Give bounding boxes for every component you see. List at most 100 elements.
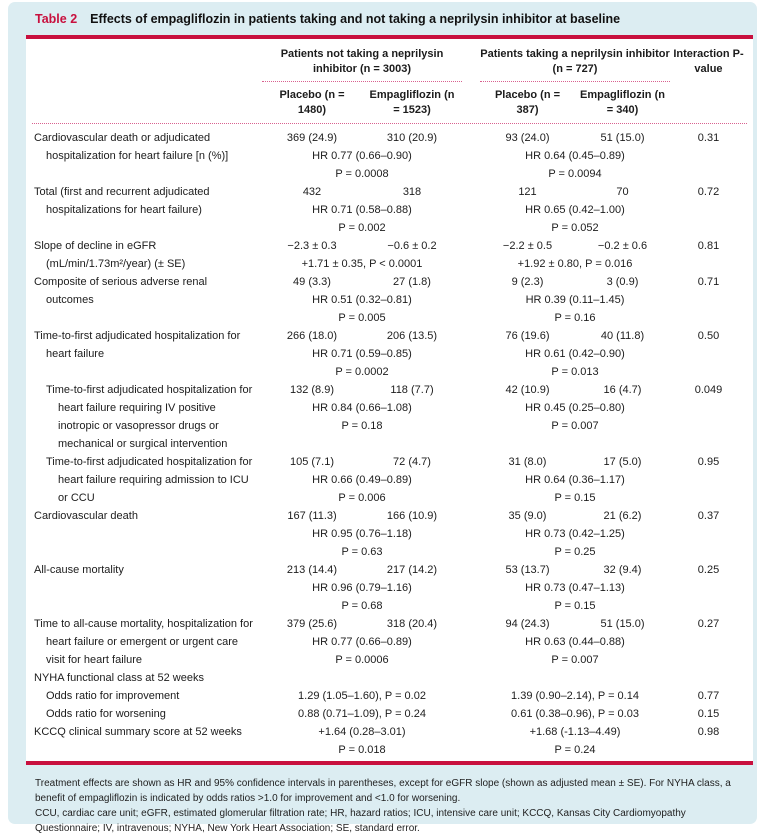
g2-p-value: P = 0.25 [554,546,596,558]
g1-hr-value: HR 0.71 (0.58–0.88) [312,204,412,216]
group1-cell: 1.29 (1.05–1.60), P = 0.02 [262,687,462,705]
g2-odds-ratio-value: 0.61 (0.38–0.96), P = 0.03 [511,708,639,720]
g1-odds-ratio-value: 1.29 (1.05–1.60), P = 0.02 [298,690,426,702]
g1-p-value: P = 0.68 [341,600,383,612]
g1-empagliflozin-value: 217 (14.2) [386,564,438,576]
g2-p-value: P = 0.013 [551,366,599,378]
g1-placebo-value: 167 (11.3) [287,510,337,522]
g1-hr-value: HR 0.96 (0.79–1.16) [312,582,412,594]
interaction-p-value: 0.37 [697,510,720,522]
g1-hr-value: HR 0.51 (0.32–0.81) [312,294,412,306]
subheader-g2-empagliflozin: Empagliflozin (n = 340) [580,89,665,116]
g2-placebo-value: 31 (8.0) [508,456,547,468]
group2-cell: 1.39 (0.90–2.14), P = 0.14 [480,687,670,705]
g2-placebo-value: 9 (2.3) [511,276,544,288]
g1-empagliflozin-value: 206 (13.5) [386,330,438,342]
g1-hr-value: HR 0.95 (0.76–1.18) [312,528,412,540]
g1-p-value: P = 0.0002 [335,366,389,378]
table-title: Effects of empagliflozin in patients tak… [90,12,621,26]
g1-placebo-value: 369 (24.9) [286,132,338,144]
g1-empagliflozin-value: 166 (10.9) [386,510,438,522]
row-label: Time-to-first adjudicated hospitalizatio… [46,384,253,450]
group1-cell: 49 (3.3) 27 (1.8) HR 0.51 (0.32–0.81) P =… [262,273,462,327]
row-label: Time to all-cause mortality, hospitaliza… [34,618,253,666]
group-header-taking: Patients taking a neprilysin inhibitor (… [480,47,670,82]
table-card: Patients not taking a neprilysin inhibit… [26,35,753,765]
group2-cell: −2.2 ± 0.5 −0.2 ± 0.6 +1.92 ± 0.80, P = 0… [480,237,670,273]
g2-hr-value: HR 0.39 (0.11–1.45) [525,294,625,306]
g2-placebo-value: 94 (24.3) [505,618,550,630]
g2-p-value: P = 0.0094 [548,168,602,180]
g1-placebo-value: 49 (3.3) [293,276,331,288]
g2-p-value: P = 0.16 [554,312,596,324]
group1-cell: 167 (11.3) 166 (10.9) HR 0.95 (0.76–1.18)… [262,507,462,561]
group2-cell: 9 (2.3) 3 (0.9) HR 0.39 (0.11–1.45) P = 0… [480,273,670,327]
g2-hr-value: HR 0.61 (0.42–0.90) [525,348,625,360]
g2-empagliflozin-value: 17 (5.0) [603,456,642,468]
subheader-g1-placebo: Placebo (n = 1480) [279,89,345,116]
g2-placebo-value: 53 (13.7) [505,564,550,576]
g2-hr-value: HR 0.73 (0.47–1.13) [525,582,625,594]
table-row: Slope of decline in eGFR (mL/min/1.73m²/… [32,237,747,273]
interaction-p-value: 0.15 [697,708,720,720]
g2-empagliflozin-value: 70 [616,186,629,198]
table-header: Patients not taking a neprilysin inhibit… [32,39,747,124]
g2-p-value: P = 0.007 [551,654,599,666]
table-footnotes: Treatment effects are shown as HR and 95… [8,765,757,836]
g2-p-value: P = 0.24 [554,744,596,756]
g2-placebo-value: 76 (19.6) [505,330,550,342]
group1-cell: 105 (7.1) 72 (4.7) HR 0.66 (0.49–0.89) P … [262,453,462,507]
g1-placebo-value: 213 (14.4) [286,564,338,576]
g2-empagliflozin-value: 40 (11.8) [600,330,645,342]
table-panel: Table 2 Effects of empagliflozin in pati… [8,2,757,834]
g1-hr-value: HR 0.84 (0.66–1.08) [312,402,412,414]
g2-hr-value: HR 0.63 (0.44–0.88) [525,636,625,648]
g1-placebo-value: 105 (7.1) [289,456,335,468]
interaction-p-value: 0.71 [697,276,720,288]
g1-empagliflozin-value: 118 (7.7) [390,384,434,396]
g1-empagliflozin-value: −0.6 ± 0.2 [387,240,437,252]
table-titlebar: Table 2 Effects of empagliflozin in pati… [8,2,757,35]
g2-p-value: P = 0.15 [554,492,596,504]
group2-cell: 35 (9.0) 21 (6.2) HR 0.73 (0.42–1.25) P =… [480,507,670,561]
g2-placebo-value: 35 (9.0) [508,510,547,522]
footnote-abbreviations: CCU, cardiac care unit; eGFR, estimated … [35,808,686,834]
g2-p-value: P = 0.007 [551,420,599,432]
g1-hr-value: HR 0.71 (0.59–0.85) [312,348,412,360]
g1-score-value: +1.64 (0.28–3.01) [318,726,406,738]
g1-p-value: P = 0.18 [341,420,383,432]
g1-p-value: P = 0.005 [338,312,386,324]
table-row: Total (first and recurrent adjudicated h… [32,183,747,237]
interaction-p-value: 0.31 [697,132,720,144]
g2-empagliflozin-value: 3 (0.9) [606,276,639,288]
g2-hr-value: HR 0.65 (0.42–1.00) [525,204,625,216]
table-row: Odds ratio for worsening 0.88 (0.71–1.09… [32,705,747,723]
g2-empagliflozin-value: 32 (9.4) [603,564,642,576]
g2-p-value: P = 0.052 [551,222,599,234]
row-label: Time-to-first adjudicated hospitalizatio… [46,456,253,504]
g2-odds-ratio-value: 1.39 (0.90–2.14), P = 0.14 [511,690,639,702]
group2-cell: 53 (13.7) 32 (9.4) HR 0.73 (0.47–1.13) P … [480,561,670,615]
g2-hr-value: HR 0.73 (0.42–1.25) [525,528,625,540]
table-row: Odds ratio for improvement 1.29 (1.05–1.… [32,687,747,705]
g1-hr-value: HR 0.66 (0.49–0.89) [312,474,412,486]
g1-p-value: P = 0.002 [338,222,386,234]
table-row: Time to all-cause mortality, hospitaliza… [32,615,747,669]
g1-p-value: P = 0.0008 [335,168,389,180]
interaction-p-value: 0.50 [697,330,720,342]
group1-cell: −2.3 ± 0.3 −0.6 ± 0.2 +1.71 ± 0.35, P < 0… [262,237,462,273]
table-row: Time-to-first adjudicated hospitalizatio… [32,327,747,381]
g1-placebo-value: 432 [302,186,322,198]
g2-empagliflozin-value: 51 (15.0) [600,132,645,144]
table-row: NYHA functional class at 52 weeks [32,669,747,687]
g2-hr-value: HR 0.45 (0.25–0.80) [525,402,625,414]
g2-hr-value: HR 0.64 (0.45–0.89) [525,150,625,162]
group2-cell: 121 70 HR 0.65 (0.42–1.00) P = 0.052 [480,183,670,237]
g1-p-value: P = 0.0006 [335,654,389,666]
footnote-treatment-effects: Treatment effects are shown as HR and 95… [35,778,731,804]
group1-cell: 0.88 (0.71–1.09), P = 0.24 [262,705,462,723]
g1-empagliflozin-value: 72 (4.7) [393,456,431,468]
g1-placebo-value: 379 (25.6) [286,618,338,630]
interaction-p-value: 0.049 [694,384,723,396]
g2-empagliflozin-value: −0.2 ± 0.6 [597,240,648,252]
